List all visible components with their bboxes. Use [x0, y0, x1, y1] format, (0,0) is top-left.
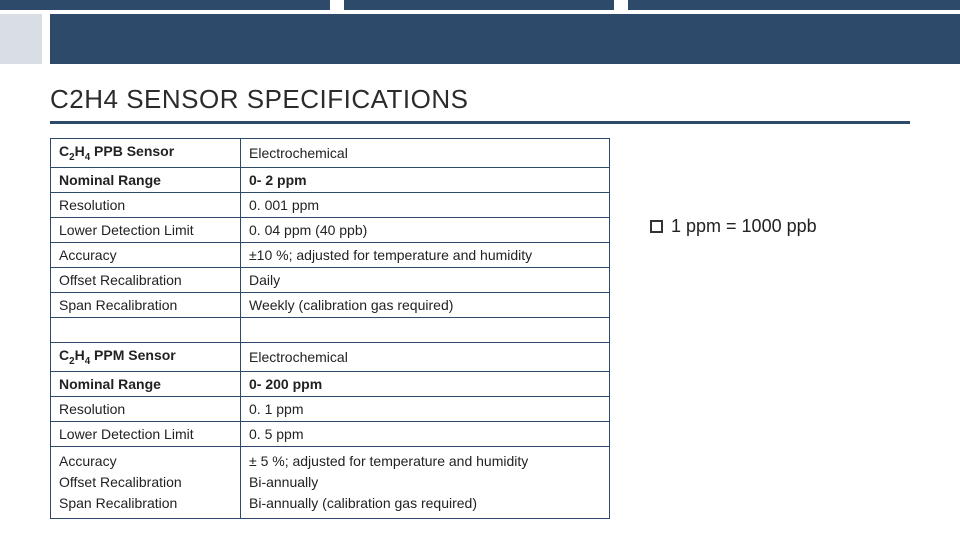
table-row: Lower Detection Limit0. 04 ppm (40 ppb)	[51, 217, 610, 242]
banner-left	[0, 14, 42, 64]
table-row	[51, 317, 610, 342]
spec-value: Daily	[241, 267, 610, 292]
spec-label: C2H4 PPB Sensor	[51, 139, 241, 168]
table-row: Offset RecalibrationDaily	[51, 267, 610, 292]
spec-value: 0- 2 ppm	[241, 167, 610, 192]
spec-label: Resolution	[51, 192, 241, 217]
top-seg-3	[628, 0, 960, 10]
spec-value: 0. 5 ppm	[241, 421, 610, 446]
note-text: 1 ppm = 1000 ppb	[671, 216, 817, 236]
top-gap-2	[614, 0, 628, 10]
spec-label: AccuracyOffset RecalibrationSpan Recalib…	[51, 446, 241, 518]
spec-value: Weekly (calibration gas required)	[241, 292, 610, 317]
table-row: C2H4 PPM SensorElectrochemical	[51, 342, 610, 371]
table-row: Resolution0. 1 ppm	[51, 396, 610, 421]
table-row: Nominal Range0- 200 ppm	[51, 371, 610, 396]
spec-table: C2H4 PPB SensorElectrochemicalNominal Ra…	[50, 138, 610, 519]
spec-label: Nominal Range	[51, 167, 241, 192]
spec-label: C2H4 PPM Sensor	[51, 342, 241, 371]
table-row: Nominal Range0- 2 ppm	[51, 167, 610, 192]
banner-gap	[42, 14, 50, 64]
spec-label: Offset Recalibration	[51, 267, 241, 292]
spec-table-body: C2H4 PPB SensorElectrochemicalNominal Ra…	[51, 139, 610, 519]
spec-value: 0- 200 ppm	[241, 371, 610, 396]
banner-bar	[0, 14, 960, 64]
spec-value: ±10 %; adjusted for temperature and humi…	[241, 242, 610, 267]
table-row: Accuracy±10 %; adjusted for temperature …	[51, 242, 610, 267]
banner-main	[50, 14, 960, 64]
spec-value: 0. 1 ppm	[241, 396, 610, 421]
spacer-cell	[241, 317, 610, 342]
spec-label: Lower Detection Limit	[51, 421, 241, 446]
spec-label: Lower Detection Limit	[51, 217, 241, 242]
spec-label: Nominal Range	[51, 371, 241, 396]
table-row: Span RecalibrationWeekly (calibration ga…	[51, 292, 610, 317]
spec-value: Electrochemical	[241, 139, 610, 168]
table-row: AccuracyOffset RecalibrationSpan Recalib…	[51, 446, 610, 518]
top-seg-2	[344, 0, 614, 10]
spec-label: Span Recalibration	[51, 292, 241, 317]
title-wrap: C2H4 SENSOR SPECIFICATIONS	[0, 64, 960, 132]
spec-value: 0. 001 ppm	[241, 192, 610, 217]
top-gap-1	[330, 0, 344, 10]
spec-label: Resolution	[51, 396, 241, 421]
table-row: C2H4 PPB SensorElectrochemical	[51, 139, 610, 168]
top-accent-bar	[0, 0, 960, 10]
spec-label: Accuracy	[51, 242, 241, 267]
spec-value: Electrochemical	[241, 342, 610, 371]
spacer-cell	[51, 317, 241, 342]
spec-value: 0. 04 ppm (40 ppb)	[241, 217, 610, 242]
spec-value: ± 5 %; adjusted for temperature and humi…	[241, 446, 610, 518]
table-row: Lower Detection Limit0. 5 ppm	[51, 421, 610, 446]
side-note: 1 ppm = 1000 ppb	[650, 138, 817, 519]
top-seg-1	[0, 0, 330, 10]
square-bullet-icon	[650, 220, 663, 233]
table-row: Resolution0. 001 ppm	[51, 192, 610, 217]
page-title: C2H4 SENSOR SPECIFICATIONS	[50, 84, 910, 124]
content-row: C2H4 PPB SensorElectrochemicalNominal Ra…	[0, 132, 960, 519]
